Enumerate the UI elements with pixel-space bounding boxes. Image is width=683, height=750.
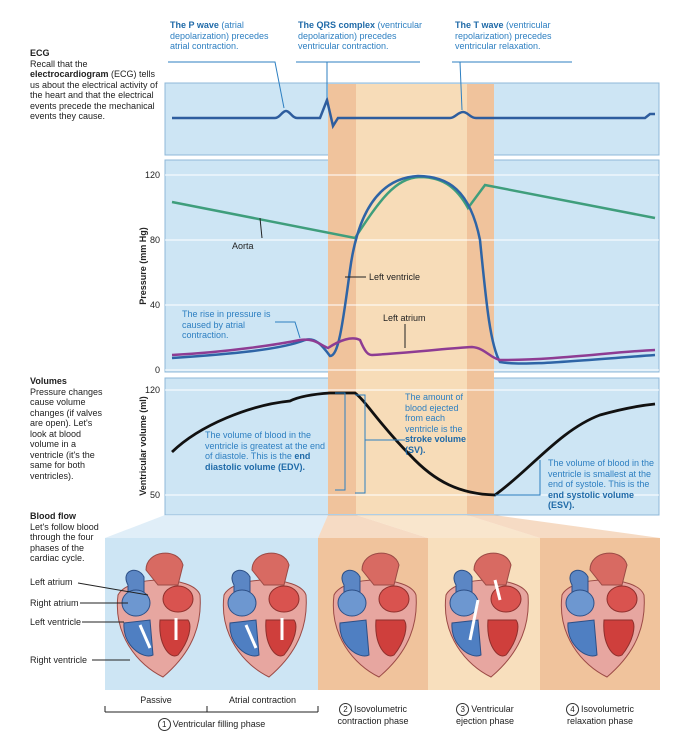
text: Isovolumetric contraction phase	[337, 704, 409, 726]
phase-label: 1 Ventricular filling phase	[105, 718, 318, 731]
term: The P wave	[170, 20, 219, 30]
left-atrium-curve	[171, 337, 656, 362]
volume-axis-label: Ventricular volume (ml)	[138, 396, 148, 496]
heading: Volumes	[30, 376, 67, 386]
heart-label: Left atrium	[30, 577, 73, 587]
y-tick-label: 50	[150, 490, 160, 500]
blood-flow-note: Blood flow Let's follow blood through th…	[30, 511, 105, 564]
y-tick-label: 40	[150, 300, 160, 310]
heart-label-leaders	[77, 582, 149, 661]
sv-note: The amount of blood ejected from each ve…	[405, 392, 467, 455]
phase-number: 2	[338, 703, 352, 716]
grid	[165, 174, 659, 496]
phase-bands	[105, 84, 660, 538]
text: Ventricular ejection phase	[455, 704, 515, 726]
term: electrocardiogram	[30, 69, 109, 79]
pressure-note: The rise in pressure is caused by atrial…	[182, 309, 271, 340]
y-tick-label: 0	[155, 365, 160, 375]
funnel	[356, 515, 540, 538]
phase-label: 2 Isovolumetric contraction phase	[330, 703, 416, 727]
text: (ventricular depolarization) precedes ve…	[298, 20, 423, 51]
heading: ECG	[30, 48, 50, 58]
pressure-axis-label: Pressure (mm Hg)	[138, 227, 148, 305]
text: The volume of blood in the ventricle is …	[548, 458, 655, 489]
text: (atrial depolarization) precedes atrial …	[170, 20, 269, 51]
phase-label: Atrial contraction	[228, 695, 297, 705]
phase-label: 3 Ventricular ejection phase	[445, 703, 525, 727]
text: Isovolumetric relaxation phase	[566, 704, 634, 726]
wave-note: The QRS complex (ventricular depolarizat…	[298, 20, 423, 52]
band-isovolumetric-relaxation	[467, 84, 494, 514]
ecg-trace	[172, 95, 655, 130]
heart-label: Left ventricle	[30, 617, 82, 627]
lv-label: Left ventricle	[369, 272, 421, 282]
wave-note: The P wave (atrial depolarization) prece…	[170, 20, 280, 52]
text: (ECG) tells us about the electrical acti…	[30, 69, 158, 121]
volume-curve	[171, 391, 656, 497]
term: The QRS complex	[298, 20, 376, 30]
term: stroke volume (SV).	[405, 434, 467, 455]
volume-note: Volumes Pressure changes cause volume ch…	[30, 376, 110, 481]
text: Recall that the	[30, 58, 88, 69]
phase-bracket	[104, 706, 319, 713]
phase-label: Passive	[140, 695, 172, 705]
phase-label: 4 Isovolumetric relaxation phase	[555, 703, 645, 727]
phase-number: 4	[565, 703, 579, 716]
funnel	[318, 515, 428, 538]
flow-arrows	[138, 579, 502, 649]
text: Let's follow blood through the four phas…	[30, 521, 99, 564]
aorta-leader	[259, 217, 263, 239]
text: The amount of blood ejected from each ve…	[405, 392, 464, 434]
ecg-note: ECG Recall that the electrocardiogram (E…	[30, 48, 160, 122]
funnel	[467, 515, 660, 538]
heart-label: Right atrium	[30, 598, 79, 608]
heart-label: Right ventricle	[30, 655, 88, 665]
aorta-label: Aorta	[232, 241, 254, 251]
esv-note: The volume of blood in the ventricle is …	[548, 458, 658, 511]
term: end systolic volume (ESV).	[548, 489, 635, 511]
leaders	[168, 61, 572, 339]
brackets	[335, 392, 541, 496]
y-tick-label: 80	[150, 235, 160, 245]
wave-note: The T wave (ventricular repolarization) …	[455, 20, 575, 52]
edv-note: The volume of blood in the ventricle is …	[205, 430, 330, 472]
funnel	[105, 515, 328, 538]
phase-number: 1	[157, 718, 171, 731]
text: (ventricular repolarization) precedes ve…	[455, 20, 552, 51]
term: end diastolic volume (EDV).	[205, 451, 311, 472]
band-ejection	[356, 84, 467, 514]
y-tick-label: 120	[145, 170, 160, 180]
heading: Blood flow	[30, 511, 76, 521]
band-isovolumetric-contraction	[328, 84, 356, 514]
text: Ventricular filling phase	[172, 719, 266, 729]
term: The T wave	[455, 20, 504, 30]
phase-number: 3	[456, 703, 470, 716]
text: Pressure changes cause volume changes (i…	[30, 386, 103, 481]
text: The volume of blood in the ventricle is …	[205, 430, 326, 461]
y-tick-label: 120	[145, 385, 160, 395]
la-label: Left atrium	[383, 313, 426, 323]
